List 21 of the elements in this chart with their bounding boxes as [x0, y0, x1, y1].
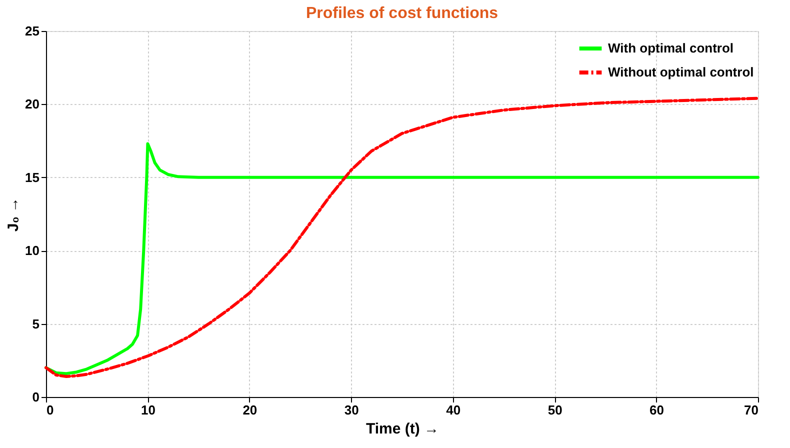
- line-series: [44, 96, 760, 378]
- y-tick-label: 15: [25, 170, 40, 185]
- y-tick-label: 10: [25, 243, 40, 258]
- x-tick-label: 40: [446, 402, 461, 418]
- x-tick-label: 60: [650, 402, 664, 418]
- x-tick-label: 10: [140, 402, 156, 418]
- x-tick-label: 30: [344, 402, 359, 418]
- y-tick-label: 20: [25, 96, 40, 112]
- x-axis-title: Time (t) →: [366, 420, 440, 438]
- chart-title: Profiles of cost functions: [306, 5, 498, 22]
- legend-label: With optimal control: [608, 40, 734, 56]
- line-series: [44, 142, 760, 376]
- legend-label: Without optimal control: [608, 64, 754, 80]
- x-tick-label: 20: [242, 402, 258, 418]
- y-tick-label: 0: [32, 390, 40, 404]
- y-tick-label: 25: [25, 24, 40, 38]
- x-tick-label: 50: [548, 402, 562, 418]
- y-axis-title: J₀ →: [5, 197, 22, 232]
- x-tick-label: 70: [744, 402, 758, 418]
- y-tick-label: 5: [32, 316, 40, 332]
- x-tick-label: 0: [46, 402, 54, 418]
